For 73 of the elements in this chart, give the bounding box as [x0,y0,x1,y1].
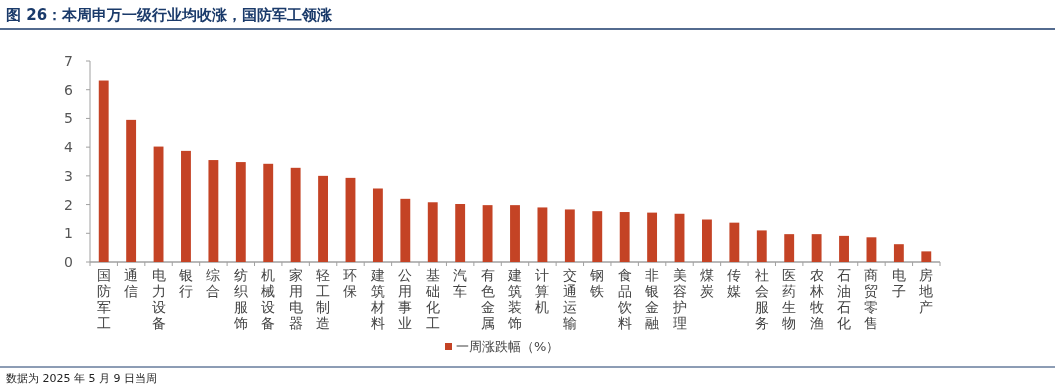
bar [619,212,630,262]
x-tick-label: 计算机 [535,267,550,315]
bar [235,162,246,262]
bar [482,205,493,262]
x-tick-label: 社会服务 [754,267,769,331]
bar [98,80,109,262]
bar [839,235,849,262]
bar [372,188,383,262]
x-tick-label: 建筑装饰 [507,267,522,331]
y-tick-label: 6 [64,81,74,98]
x-tick-label: 商贸零售 [864,267,879,331]
x-tick-label: 通信 [124,267,139,299]
bar [345,177,356,262]
x-tick-label: 煤炭 [699,267,714,299]
bar [702,219,712,262]
x-tick-label: 非银金融 [644,267,660,331]
bar [208,160,219,262]
y-tick-label: 0 [64,254,73,270]
bar [592,211,603,262]
x-tick-label: 家用电器 [288,267,303,331]
bar [784,234,795,262]
x-tick-label: 汽车 [453,267,468,299]
x-tick-label: 食品饮料 [616,267,632,331]
x-tick-label: 纺织服饰 [232,267,248,331]
bar [181,150,191,262]
bar [510,205,520,262]
x-tick-label: 美容护理 [671,267,687,331]
x-tick-label: 交通运输 [562,267,577,331]
bar [811,234,822,262]
bar [537,207,548,262]
bar [263,163,274,262]
bar [921,251,932,262]
legend-label: 一周涨跌幅（%） [456,339,560,354]
x-tick-label: 综合 [206,267,221,299]
bar [756,230,767,262]
bar [126,119,137,262]
bar [290,167,301,262]
x-tick-label: 环保 [343,267,358,299]
x-tick-label: 公用事业 [398,267,413,331]
x-tick-label: 基础化工 [424,267,440,331]
x-tick-label: 国防军工 [96,267,111,331]
x-tick-label: 房地产 [918,267,934,315]
x-tick-label: 传媒 [727,267,742,299]
bar [427,202,438,262]
x-tick-label: 农林牧渔 [808,267,824,331]
y-tick-label: 3 [64,167,73,184]
bar [866,237,877,262]
bar [564,209,575,262]
x-tick-label: 有色金属 [480,267,495,331]
bar [153,146,164,262]
bar [318,175,328,262]
x-tick-label: 医药生物 [782,267,797,331]
bar [674,213,685,262]
bar [893,244,904,262]
bar [729,222,740,262]
bar [400,198,411,262]
bar [455,204,466,262]
x-tick-label: 机械设备 [261,267,276,331]
x-tick-label: 钢铁 [589,267,605,299]
x-tick-label: 电力设备 [151,267,166,331]
x-tick-label: 银行 [177,267,193,299]
y-tick-label: 7 [64,53,73,69]
x-tick-label: 电子 [891,267,906,299]
x-tick-label: 建筑材料 [369,267,385,331]
chart-title: 图 26：本周申万一级行业均收涨，国防军工领涨 [6,6,334,24]
bar [647,212,658,262]
text: 数据为 2025 年 5 月 9 日当周 [6,372,157,385]
x-tick-label: 石油石化 [837,267,852,331]
y-tick-label: 5 [64,110,73,127]
x-tick-label: 轻工制造 [316,267,331,331]
y-tick-label: 2 [64,196,73,213]
y-tick-label: 1 [64,225,73,242]
y-tick-label: 4 [64,139,74,156]
